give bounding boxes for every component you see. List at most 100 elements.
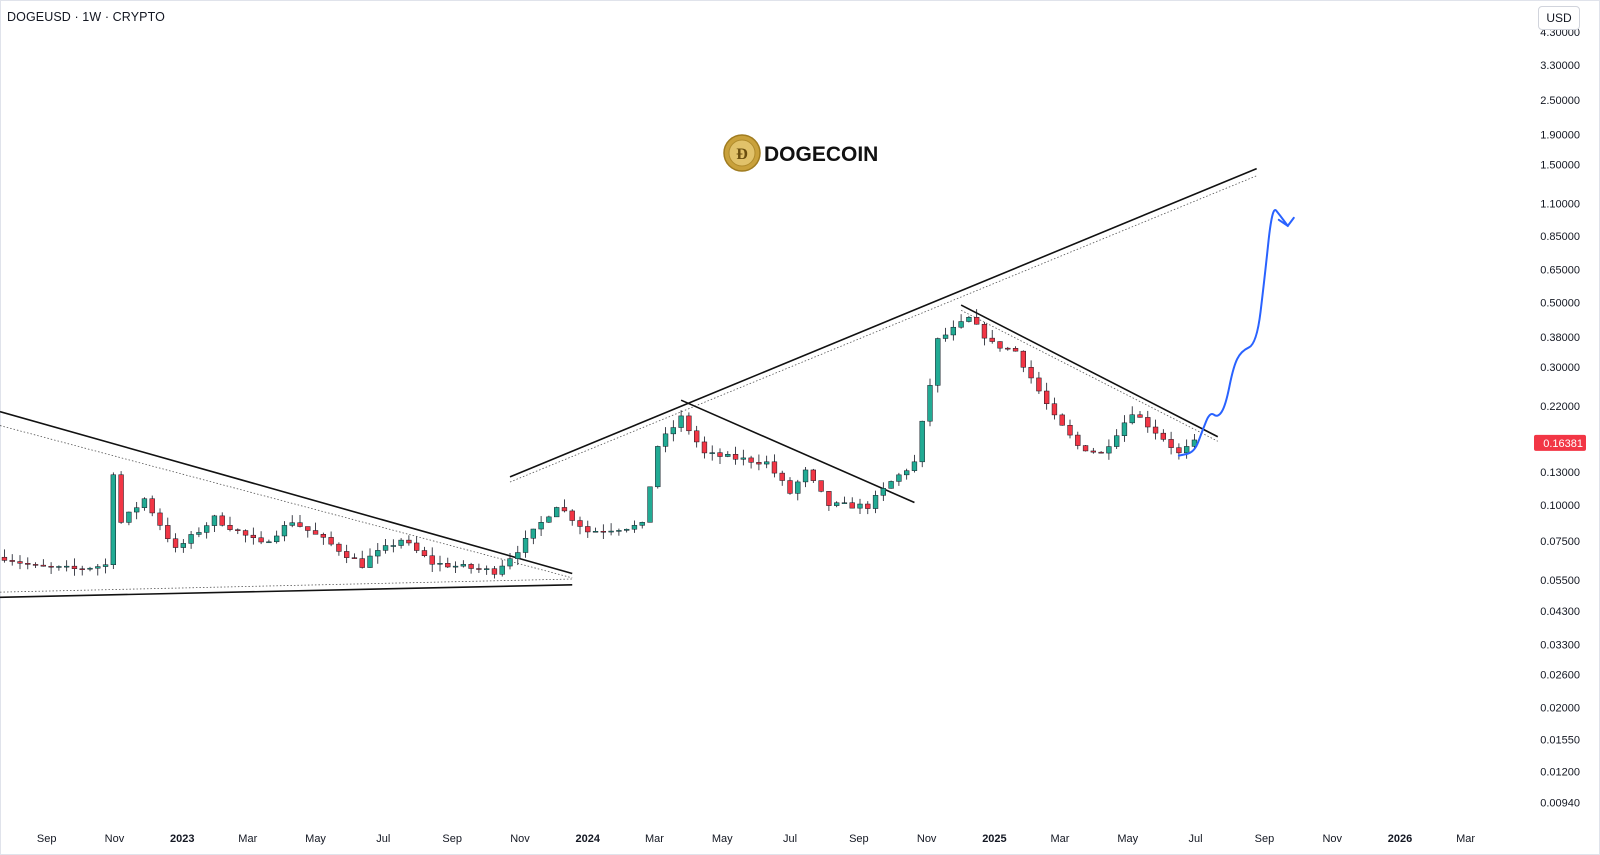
candle-down [569,510,575,521]
candle-up [1129,414,1135,424]
time-tick-label: 2025 [982,833,1006,845]
candle-down [48,565,54,568]
candle-down [771,461,778,474]
candle-up [87,567,93,570]
candle-up [546,516,552,523]
price-tick-label: 0.13000 [1540,467,1580,479]
candle-up [802,469,809,483]
candle-down [406,539,412,544]
candle-down [172,538,179,548]
time-tick-label: Mar [238,833,257,845]
candle-up [950,326,956,336]
candle-up [1106,446,1112,454]
price-tick-label: 0.01550 [1540,734,1580,746]
price-tick-label: 0.01200 [1540,767,1580,779]
price-tick-label: 0.03300 [1540,639,1580,651]
price-tick-label: 1.50000 [1540,159,1580,171]
candle-down [491,568,498,575]
candle-up [655,446,661,488]
time-tick-label: Nov [510,833,530,845]
trendline-descending-2025 [960,304,1219,438]
candle-down [989,337,995,342]
candle-down [1,556,8,561]
candle-down [149,498,155,514]
candle-down [9,560,15,562]
candle-up [1184,446,1190,454]
time-axis: Sep Nov 2023 Mar May Jul Sep Nov 2024 Mar May Jul Se… [37,833,1475,845]
candle-down [686,415,692,432]
trendlines [0,167,1257,599]
candle-down [17,561,23,564]
price-axis: 4.300003.300002.500001.900001.500001.100… [1540,27,1580,809]
candle-down [1168,439,1174,448]
candle-up [841,502,848,504]
candle-up [631,525,638,530]
candle-down [974,316,980,325]
candle-down [344,551,350,558]
candle-down [468,564,474,569]
candle-down [445,563,451,568]
candle-up [398,539,404,546]
candle-down [865,503,871,509]
candle-up [102,564,109,567]
candle-up [608,530,614,533]
last-price-tag [1534,434,1586,451]
candle-down [1075,434,1081,446]
candle-down [1051,403,1058,416]
candle-up [1114,435,1120,447]
time-tick-label: Mar [1456,833,1475,845]
candle-down [320,534,326,538]
candle-down [25,563,31,565]
time-tick-label: Mar [645,833,664,845]
candle-up [211,515,218,526]
price-tick-label: 0.65000 [1540,265,1580,277]
time-tick-label: Nov [1322,833,1342,845]
candle-down [1137,414,1143,418]
candle-down [748,457,754,463]
candle-down [359,558,365,568]
time-tick-label: Jul [376,833,390,845]
candle-down [118,474,124,523]
candle-up [647,486,653,523]
candle-up [709,452,715,454]
candle-down [779,472,785,481]
candle-up [281,525,288,537]
candle-up [639,522,645,526]
candle-up [678,415,684,428]
candle-down [585,526,591,533]
price-tick-label: 0.85000 [1540,231,1580,243]
price-tick-label: 0.07500 [1540,536,1580,548]
time-tick-label: 2023 [170,833,194,845]
time-tick-label: Nov [105,833,125,845]
price-tick-label: 2.50000 [1540,95,1580,107]
price-tick-label: 0.50000 [1540,298,1580,310]
candle-up [896,474,902,482]
candle-down [1044,390,1050,404]
candle-down [849,502,855,509]
candle-up [662,433,669,447]
time-tick-label: Sep [1255,833,1275,845]
svg-text:Ð: Ð [736,146,748,163]
candle-down [701,441,708,454]
candle-up [966,316,972,322]
candle-down [600,530,606,533]
candle-up [196,532,202,535]
candle-down [1067,424,1073,436]
candle-down [227,525,233,530]
candle-down [997,341,1003,349]
candle-down [250,534,256,539]
candle-up [460,564,466,567]
forecast-path [1177,208,1289,457]
price-tick-label: 0.10000 [1540,500,1580,512]
candle-down [810,469,816,481]
trendline-wedge-bottom-parallel [0,578,573,593]
candle-down [1098,451,1104,454]
candle-down [312,530,319,535]
candle-down [421,550,428,557]
candle-down [258,537,264,543]
candle-up [56,566,62,568]
candle-down [981,323,988,339]
currency-button[interactable]: USD [1538,6,1580,30]
candle-down [235,529,241,531]
